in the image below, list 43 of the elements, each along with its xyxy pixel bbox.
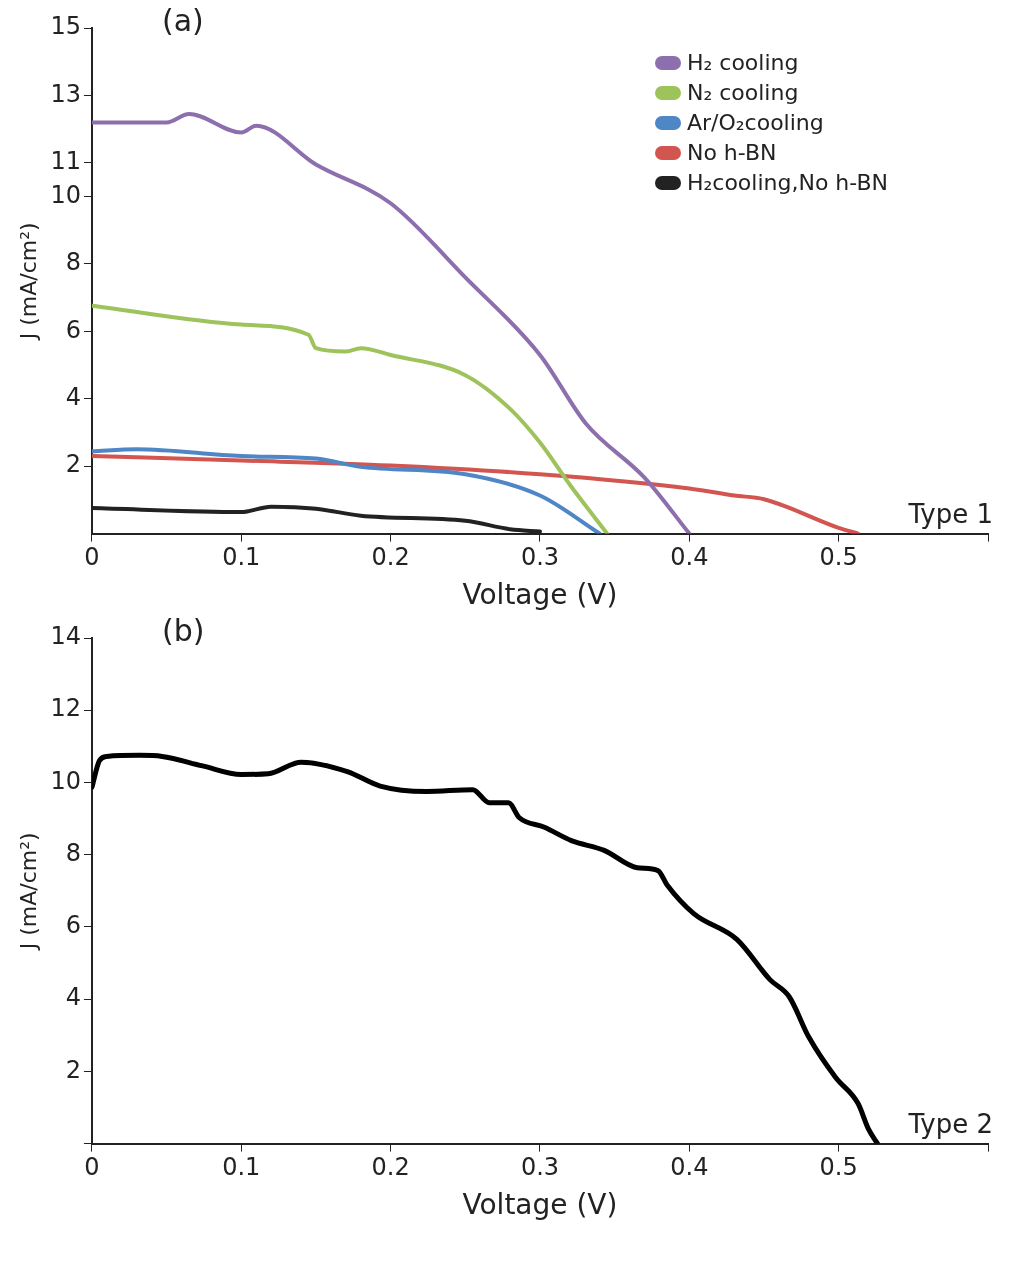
y-tick-label: 2 xyxy=(65,1055,81,1084)
y-tick-label: 4 xyxy=(65,383,81,412)
annotation: (b) xyxy=(161,612,205,648)
x-tick-label: 0.5 xyxy=(819,1153,858,1182)
y-tick-label: 12 xyxy=(50,694,81,723)
x-tick-label: 0.1 xyxy=(222,1153,261,1182)
x-tick-label: 0.4 xyxy=(670,1153,709,1182)
x-axis-title: Voltage (V) xyxy=(462,1188,618,1222)
y-tick-label: 4 xyxy=(65,983,81,1012)
annotation: (a) xyxy=(161,2,204,38)
y-tick-label: 13 xyxy=(50,79,81,108)
legend-label: Ar/O₂cooling xyxy=(686,109,824,137)
x-tick-label: 0 xyxy=(84,543,100,572)
x-axis-title: Voltage (V) xyxy=(462,578,618,612)
y-tick-label: 8 xyxy=(65,248,81,277)
y-tick-label: 8 xyxy=(65,838,81,867)
x-tick-label: 0.3 xyxy=(520,1153,560,1182)
x-tick-label: 0.2 xyxy=(371,543,410,572)
x-tick-label: 0 xyxy=(84,1153,100,1182)
x-tick-label: 0.5 xyxy=(819,543,858,572)
y-tick-label: 10 xyxy=(50,180,81,209)
line-series xyxy=(91,454,861,534)
x-tick-label: 0.4 xyxy=(670,543,709,572)
line-series xyxy=(91,447,602,534)
legend-label: N₂ cooling xyxy=(686,79,799,107)
y-tick-label: 6 xyxy=(65,911,81,940)
line-series xyxy=(91,303,610,534)
y-tick-label: 14 xyxy=(50,622,81,651)
x-tick-label: 0.1 xyxy=(222,543,261,572)
x-tick-label: 0.3 xyxy=(520,543,560,572)
y-tick-label: 10 xyxy=(50,766,81,795)
y-axis-title: J (mA/cm²) xyxy=(15,832,41,952)
annotation: Type 1 xyxy=(907,499,993,530)
y-tick-label: 15 xyxy=(50,12,81,41)
legend-label: No h-BN xyxy=(686,139,777,167)
y-axis-title: J (mA/cm²) xyxy=(15,222,41,342)
annotation: Type 2 xyxy=(907,1109,993,1140)
legend-label: H₂ cooling xyxy=(686,49,799,77)
legend-label: H₂cooling,No h-BN xyxy=(686,169,888,197)
y-tick-label: 11 xyxy=(50,147,81,176)
y-tick-label: 6 xyxy=(65,315,81,344)
y-tick-label: 2 xyxy=(65,450,81,479)
x-tick-label: 0.2 xyxy=(371,1153,410,1182)
